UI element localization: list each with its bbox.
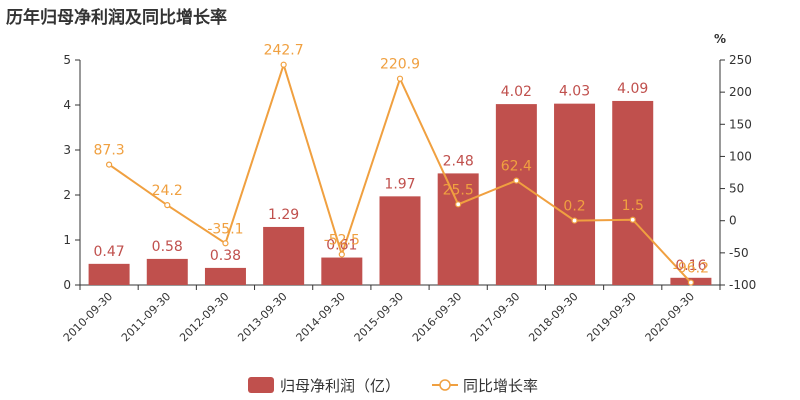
- legend-bar-swatch: [248, 377, 274, 393]
- bar: [437, 173, 479, 285]
- growth-value-label: -35.1: [207, 221, 243, 237]
- growth-point: [164, 202, 171, 209]
- x-tick-label: 2017-09-30: [468, 290, 522, 344]
- bar: [612, 100, 654, 285]
- y-right-tick-label: 100: [729, 149, 752, 163]
- bar-value-label: 4.09: [617, 81, 648, 97]
- growth-value-label: 24.2: [152, 183, 183, 199]
- bar-value-label: 0.16: [675, 258, 706, 274]
- y-right-tick-label: 200: [729, 85, 752, 99]
- y-left-tick-label: 3: [63, 143, 71, 157]
- y-left-tick-label: 0: [63, 278, 71, 292]
- y-right-tick-label: -100: [729, 278, 756, 292]
- y-right-tick-label: 250: [729, 53, 752, 67]
- y-left-tick-label: 5: [63, 53, 71, 67]
- y-right-unit: %: [714, 32, 726, 46]
- x-tick-label: 2014-09-30: [294, 290, 348, 344]
- x-tick-label: 2019-09-30: [584, 290, 638, 344]
- x-tick-label: 2011-09-30: [119, 290, 173, 344]
- growth-value-label: 1.5: [622, 198, 644, 214]
- bar: [263, 226, 305, 285]
- legend-bar-label: 归母净利润（亿）: [280, 377, 400, 395]
- bar-value-label: 4.03: [559, 84, 590, 100]
- bar: [321, 257, 363, 285]
- bar: [495, 104, 537, 285]
- bar-value-label: 0.58: [152, 239, 183, 255]
- growth-value-label: 62.4: [501, 159, 532, 175]
- bar-value-label: 1.97: [384, 176, 415, 192]
- chart-title: 历年归母净利润及同比增长率: [6, 8, 227, 28]
- growth-point: [280, 61, 287, 68]
- growth-point: [687, 279, 695, 286]
- growth-value-label: 220.9: [380, 57, 420, 73]
- bar-value-label: 2.48: [443, 153, 474, 169]
- bar: [554, 103, 596, 286]
- growth-point: [629, 216, 636, 223]
- bar: [88, 263, 130, 285]
- y-right-tick-label: 150: [729, 117, 752, 131]
- x-tick-label: 2010-09-30: [61, 290, 115, 344]
- bar: [204, 267, 246, 285]
- growth-value-label: 242.7: [264, 43, 304, 59]
- x-tick-label: 2013-09-30: [235, 290, 289, 344]
- bar-value-label: 4.02: [501, 84, 532, 100]
- y-right-tick-label: 50: [729, 182, 744, 196]
- bar-value-label: 0.61: [326, 238, 357, 254]
- growth-point: [571, 217, 578, 224]
- y-right-tick-label: -50: [729, 246, 749, 260]
- legend-line-label: 同比增长率: [463, 377, 538, 395]
- x-tick-label: 2018-09-30: [526, 290, 580, 344]
- growth-point: [455, 201, 462, 208]
- growth-point: [338, 251, 345, 258]
- x-tick-label: 2016-09-30: [410, 290, 464, 344]
- growth-value-label: 87.3: [94, 143, 125, 159]
- y-left-tick-label: 1: [63, 233, 71, 247]
- bar-value-label: 0.38: [210, 248, 241, 264]
- growth-value-label: 0.2: [563, 199, 585, 215]
- y-left-tick-label: 4: [63, 98, 71, 112]
- growth-point: [222, 240, 229, 247]
- y-right-tick-label: 0: [729, 214, 737, 228]
- legend-line-marker: [439, 379, 451, 391]
- x-tick-label: 2015-09-30: [352, 290, 406, 344]
- bar: [146, 258, 188, 285]
- x-tick-label: 2012-09-30: [177, 290, 231, 344]
- growth-point: [513, 177, 520, 184]
- bar-value-label: 1.29: [268, 207, 299, 223]
- bar-value-label: 0.47: [94, 244, 125, 260]
- x-tick-label: 2020-09-30: [643, 290, 697, 344]
- growth-point: [105, 161, 113, 168]
- growth-point: [396, 75, 404, 82]
- bar: [379, 196, 421, 285]
- growth-value-label: -52.5: [324, 232, 360, 248]
- y-left-tick-label: 2: [63, 188, 71, 202]
- growth-value-label: -96.2: [673, 261, 709, 277]
- growth-value-label: 25.5: [443, 182, 474, 198]
